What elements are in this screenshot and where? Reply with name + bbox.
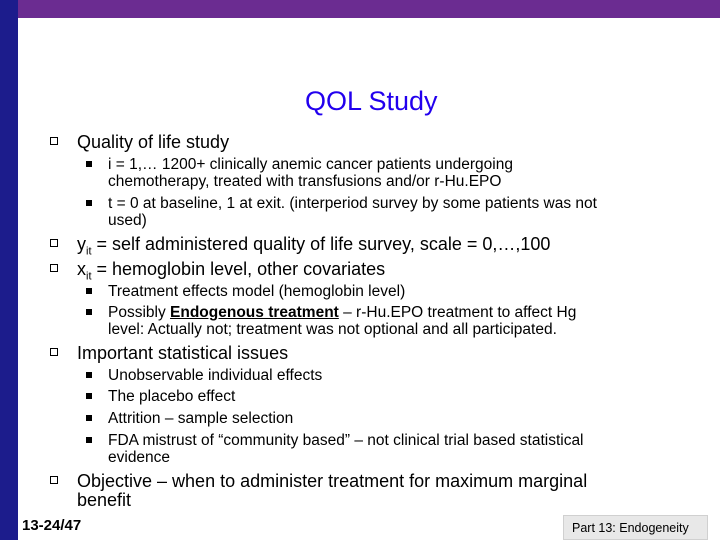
bullet-text: used) [108, 212, 147, 229]
hollow-square-bullet-icon [50, 264, 58, 272]
definition-text: = hemoglobin level, other covariates [91, 259, 386, 279]
filled-square-bullet-icon [86, 200, 92, 206]
filled-square-bullet-icon [86, 415, 92, 421]
subscript-it: it [86, 270, 92, 283]
footer-part-box: Part 13: Endogeneity [563, 515, 708, 540]
top-accent-bar [0, 0, 720, 18]
hollow-square-bullet-icon [50, 239, 58, 247]
text-post: – r-Hu.EPO treatment to affect Hg [338, 304, 577, 321]
bullet-text: chemotherapy, treated with transfusions … [108, 173, 502, 190]
text-pre: Possibly [108, 304, 171, 321]
subscript-it: it [86, 245, 92, 258]
definition-text: = self administered quality of life surv… [91, 234, 551, 254]
filled-square-bullet-icon [86, 393, 92, 399]
bullet-text: evidence [108, 449, 171, 466]
bullet-text: xit = hemoglobin level, other covariates [77, 259, 385, 287]
filled-square-bullet-icon [86, 437, 92, 443]
hollow-square-bullet-icon [50, 348, 58, 356]
bullet-text: benefit [77, 490, 132, 510]
bullet-text: Possibly Endogenous treatment – r-Hu.EPO… [108, 304, 576, 321]
bullet-text: Treatment effects model (hemoglobin leve… [108, 283, 406, 300]
footer-part-label: Part 13: Endogeneity [572, 521, 689, 535]
underlined-term: Endogenous treatment [170, 304, 339, 321]
bullet-text: level: Actually not; treatment was not o… [108, 321, 557, 338]
bullet-text: yit = self administered quality of life … [77, 234, 550, 262]
bullet-text: Attrition – sample selection [108, 410, 294, 427]
hollow-square-bullet-icon [50, 476, 58, 484]
filled-square-bullet-icon [86, 161, 92, 167]
filled-square-bullet-icon [86, 309, 92, 315]
bullet-text: Unobservable individual effects [108, 367, 323, 384]
bullet-text: Objective – when to administer treatment… [77, 471, 588, 491]
bullet-text: The placebo effect [108, 388, 236, 405]
bullet-text: i = 1,… 1200+ clinically anemic cancer p… [108, 156, 513, 173]
filled-square-bullet-icon [86, 288, 92, 294]
hollow-square-bullet-icon [50, 137, 58, 145]
bullet-text: FDA mistrust of “community based” – not … [108, 432, 584, 449]
bullet-text: Important statistical issues [77, 343, 289, 363]
slide-number: 13-24/47 [22, 517, 82, 534]
variable-x: x [77, 259, 86, 279]
filled-square-bullet-icon [86, 372, 92, 378]
variable-y: y [77, 234, 86, 254]
left-accent-bar [0, 0, 18, 540]
slide-title: QOL Study [305, 86, 438, 116]
bullet-text: t = 0 at baseline, 1 at exit. (interperi… [108, 195, 597, 212]
bullet-text: Quality of life study [77, 132, 230, 152]
